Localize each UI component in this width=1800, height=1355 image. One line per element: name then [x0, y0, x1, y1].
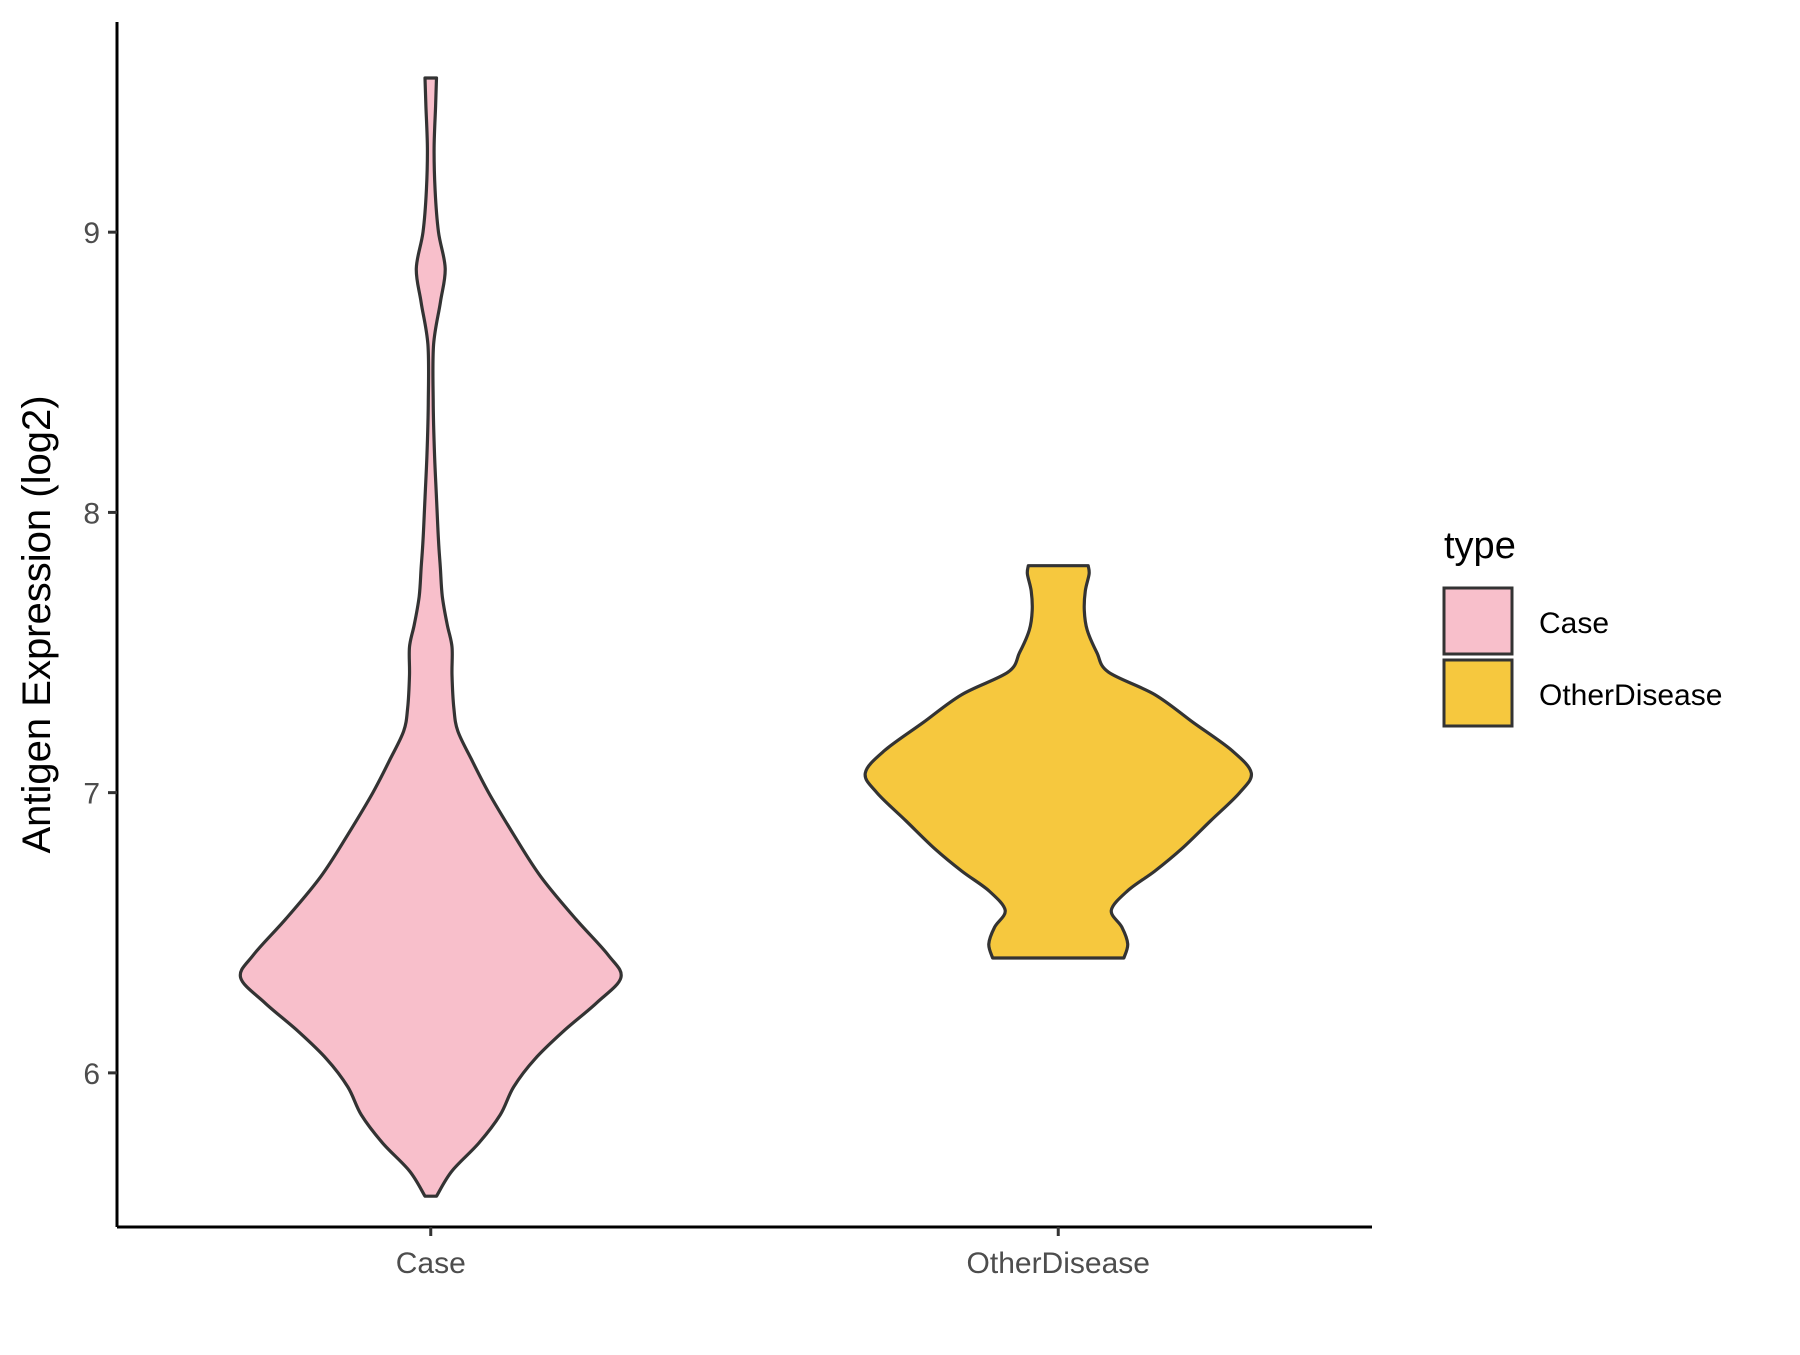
violin-case [238, 76, 623, 1198]
violin-otherdisease [863, 564, 1254, 960]
x-tick-label: OtherDisease [967, 1247, 1150, 1280]
legend-key-case [1442, 586, 1514, 656]
legend-key-otherdisease [1442, 658, 1514, 728]
legend-label: Case [1539, 607, 1609, 640]
axes-layer: 6 7 8 9 Case OtherDisease [83, 22, 1372, 1280]
y-axis-title: Antigen Expression (log2) [15, 395, 59, 853]
legend: type Case OtherDisease [1442, 525, 1722, 728]
y-tick-label: 7 [83, 778, 100, 811]
x-tick-label: Case [396, 1247, 466, 1280]
y-tick-label: 8 [83, 497, 100, 530]
y-tick-label: 9 [83, 217, 100, 250]
legend-label: OtherDisease [1539, 679, 1722, 712]
violin-layer [238, 76, 1254, 1198]
y-tick-label: 6 [83, 1058, 100, 1091]
legend-title: type [1444, 525, 1516, 567]
